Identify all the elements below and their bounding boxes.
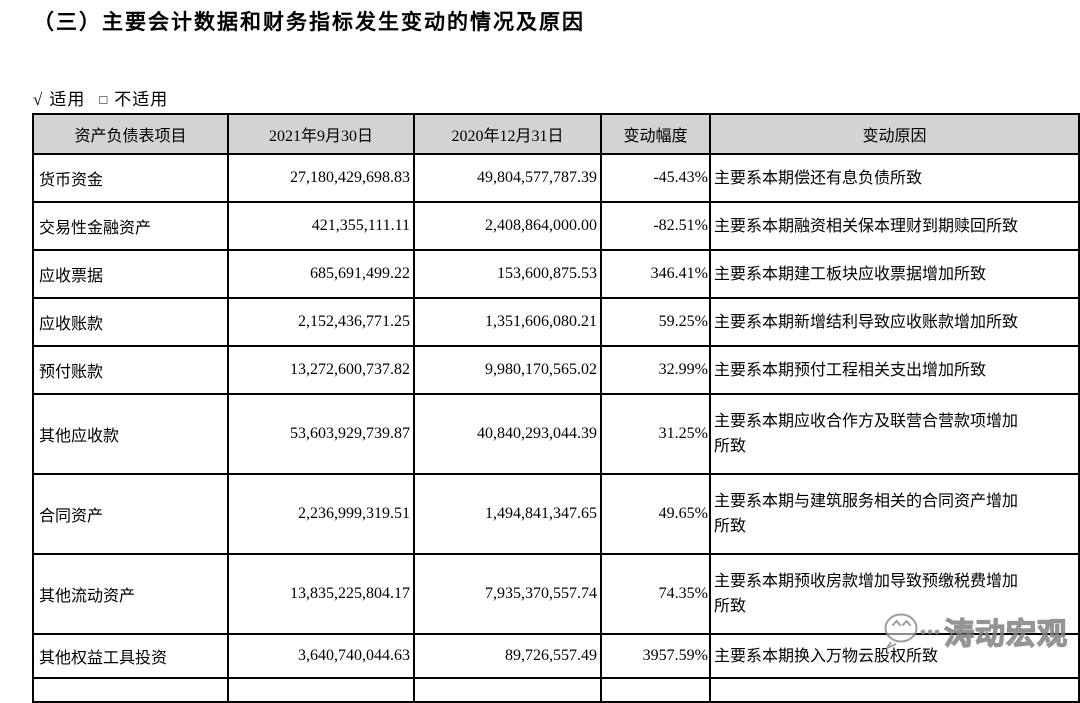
change-percent: 31.25% [600, 393, 711, 475]
change-reason: 主要系本期新增结利导致应收账款增加所致 [709, 297, 1080, 347]
table-row: 货币资金 27,180,429,698.83 49,804,577,787.39… [32, 153, 1080, 203]
header-reason: 变动原因 [709, 113, 1080, 155]
value-2021: 13,835,225,804.17 [227, 553, 415, 635]
table-row: 合同资产 2,236,999,319.51 1,494,841,347.65 4… [32, 473, 1080, 555]
change-percent: 346.41% [600, 249, 711, 299]
check-mark-icon: √ [33, 90, 44, 109]
balance-sheet-item: 应收账款 [32, 297, 229, 347]
change-reason: 主要系本期建工板块应收票据增加所致 [709, 249, 1080, 299]
change-percent: -45.43% [600, 153, 711, 203]
change-percent: 3957.59% [600, 633, 711, 679]
value-2020: 49,804,577,787.39 [413, 153, 602, 203]
table-row: 其他流动资产 13,835,225,804.17 7,935,370,557.7… [32, 553, 1080, 635]
change-reason: 主要系本期应收合作方及联营合营款项增加 所致 [709, 393, 1080, 475]
watermark: 涛动宏观 [882, 609, 1068, 653]
change-percent: 32.99% [600, 345, 711, 395]
change-percent: -82.51% [600, 201, 711, 251]
value-2021: 53,603,929,739.87 [227, 393, 415, 475]
not-applicable-label: 不适用 [114, 90, 169, 109]
balance-sheet-change-table: 资产负债表项目 2021年9月30日 2020年12月31日 变动幅度 变动原因… [32, 113, 1080, 703]
table-row: 应收票据 685,691,499.22 153,600,875.53 346.4… [32, 249, 1080, 299]
applicable-label: 适用 [49, 90, 86, 109]
change-reason: 主要系本期偿还有息负债所致 [709, 153, 1080, 203]
change-reason: 主要系本期预付工程相关支出增加所致 [709, 345, 1080, 395]
wechat-icon [884, 613, 940, 649]
header-2021: 2021年9月30日 [227, 113, 415, 155]
balance-sheet-item: 其他应收款 [32, 393, 229, 475]
balance-sheet-item: 合同资产 [32, 473, 229, 555]
partial-next-row [32, 677, 1080, 703]
change-reason: 主要系本期预收房款增加导致预缴税费增加 所致 [709, 553, 1080, 635]
value-2020: 7,935,370,557.74 [413, 553, 602, 635]
checkbox-icon: □ [99, 92, 109, 107]
balance-sheet-item: 其他流动资产 [32, 553, 229, 635]
value-2020: 9,980,170,565.02 [413, 345, 602, 395]
table-row: 其他权益工具投资 3,640,740,044.63 89,726,557.49 … [32, 633, 1080, 679]
header-change: 变动幅度 [600, 113, 711, 155]
change-reason: 主要系本期与建筑服务相关的合同资产增加 所致 [709, 473, 1080, 555]
value-2021: 685,691,499.22 [227, 249, 415, 299]
table-row: 应收账款 2,152,436,771.25 1,351,606,080.21 5… [32, 297, 1080, 347]
change-percent: 59.25% [600, 297, 711, 347]
table-header: 资产负债表项目 2021年9月30日 2020年12月31日 变动幅度 变动原因 [32, 113, 1080, 155]
value-2020: 1,351,606,080.21 [413, 297, 602, 347]
value-2021: 27,180,429,698.83 [227, 153, 415, 203]
value-2021: 3,640,740,044.63 [227, 633, 415, 679]
report-page: { "page": { "title": "（三）主要会计数据和财务指标发生变动… [32, 10, 1080, 703]
value-2020: 2,408,864,000.00 [413, 201, 602, 251]
value-2021: 2,236,999,319.51 [227, 473, 415, 555]
header-2020: 2020年12月31日 [413, 113, 602, 155]
balance-sheet-item: 其他权益工具投资 [32, 633, 229, 679]
change-reason: 主要系本期融资相关保本理财到期赎回所致 [709, 201, 1080, 251]
watermark-text: 涛动宏观 [943, 617, 1068, 651]
balance-sheet-item: 应收票据 [32, 249, 229, 299]
value-2020: 89,726,557.49 [413, 633, 602, 679]
header-item: 资产负债表项目 [32, 113, 229, 155]
table-row: 预付账款 13,272,600,737.82 9,980,170,565.02 … [32, 345, 1080, 395]
applicability-line: √ 适用 □ 不适用 [33, 85, 168, 110]
value-2020: 40,840,293,044.39 [413, 393, 602, 475]
balance-sheet-item: 货币资金 [32, 153, 229, 203]
value-2021: 2,152,436,771.25 [227, 297, 415, 347]
balance-sheet-item: 预付账款 [32, 345, 229, 395]
value-2021: 421,355,111.11 [227, 201, 415, 251]
page-title: （三）主要会计数据和财务指标发生变动的情况及原因 [33, 10, 585, 34]
change-percent: 49.65% [600, 473, 711, 555]
balance-sheet-item: 交易性金融资产 [32, 201, 229, 251]
change-percent: 74.35% [600, 553, 711, 635]
value-2020: 1,494,841,347.65 [413, 473, 602, 555]
table-row: 其他应收款 53,603,929,739.87 40,840,293,044.3… [32, 393, 1080, 475]
value-2020: 153,600,875.53 [413, 249, 602, 299]
table-row: 交易性金融资产 421,355,111.11 2,408,864,000.00 … [32, 201, 1080, 251]
value-2021: 13,272,600,737.82 [227, 345, 415, 395]
